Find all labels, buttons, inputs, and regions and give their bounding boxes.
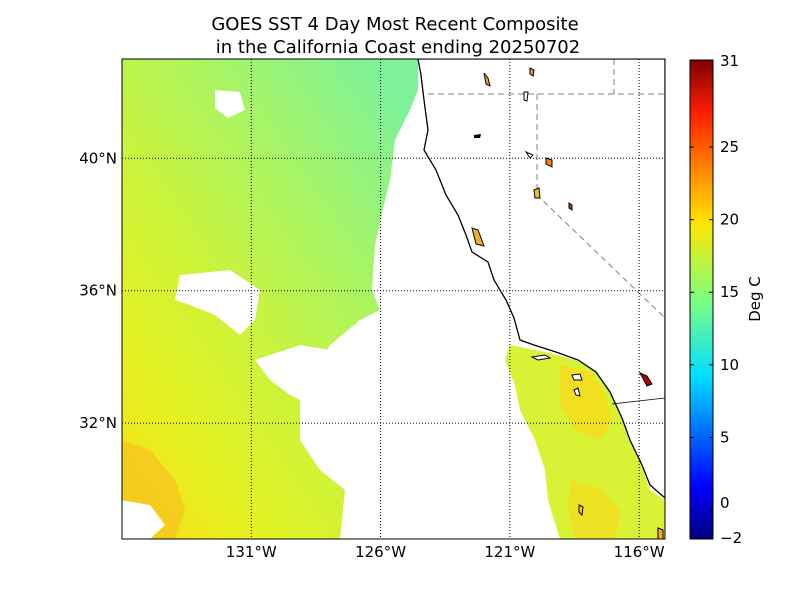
colorbar-tick-label: 25 — [720, 138, 739, 156]
lon-tick-label: 126°W — [355, 543, 406, 561]
lake-north — [483, 72, 491, 87]
lake-goose — [523, 91, 529, 102]
colorbar-tick-label: −2 — [720, 529, 742, 547]
lat-tick-label: 32°N — [79, 414, 117, 432]
lat-tick-label: 40°N — [79, 149, 117, 167]
lake-tahoe — [533, 187, 541, 199]
colorbar-tick-label: 5 — [720, 428, 730, 446]
lon-tick-label: 121°W — [484, 543, 535, 561]
sst-warm-patch — [560, 365, 612, 440]
lon-tick-label: 116°W — [614, 543, 665, 561]
colorbar-ticks: 31 25 20 15 10 5 0 −2 — [690, 52, 742, 547]
colorbar: 31 25 20 15 10 5 0 −2 Deg C — [689, 52, 764, 547]
colorbar-tick-label: 10 — [720, 356, 739, 374]
island-catalina — [571, 373, 583, 381]
data-gap-lower — [122, 500, 165, 539]
colorbar-tick-label: 15 — [720, 283, 739, 301]
data-gap-central — [255, 345, 330, 400]
lake-small — [524, 150, 534, 159]
lake-baja — [578, 504, 584, 517]
island-channel — [530, 354, 552, 361]
lake-mono — [568, 202, 573, 211]
graticule — [122, 59, 665, 539]
sst-warm-patch-south — [568, 480, 620, 539]
sst-offshore-field — [122, 59, 418, 539]
lake-clear — [471, 227, 485, 247]
data-gap-north — [215, 90, 245, 118]
map-panel — [122, 59, 665, 539]
lake-almanor — [545, 157, 553, 168]
data-gap-west — [175, 270, 260, 335]
sst-coastal-field — [505, 345, 665, 539]
colorbar-label: Deg C — [746, 276, 764, 322]
axis-labels: 131°W 126°W 121°W 116°W 40°N 36°N 32°N — [79, 149, 665, 561]
colorbar-tick-label: 31 — [720, 52, 739, 70]
lake-north-2 — [529, 67, 535, 77]
colorbar-gradient — [689, 59, 714, 540]
land-california — [417, 59, 665, 499]
lat-tick-label: 36°N — [79, 282, 117, 300]
lake-honey — [657, 527, 664, 539]
data-gap-south — [345, 420, 510, 539]
island-clemente — [573, 387, 581, 397]
border-mexico — [611, 397, 665, 405]
title-line-1: GOES SST 4 Day Most Recent Composite — [211, 14, 578, 35]
map-frame — [121, 58, 666, 540]
title-line-2: in the California Coast ending 20250702 — [216, 37, 580, 58]
lake-shasta — [474, 134, 481, 138]
lon-tick-label: 131°W — [226, 543, 277, 561]
lake-salton — [638, 371, 653, 387]
colorbar-tick-label: 0 — [720, 494, 730, 512]
colorbar-tick-label: 20 — [720, 211, 739, 229]
